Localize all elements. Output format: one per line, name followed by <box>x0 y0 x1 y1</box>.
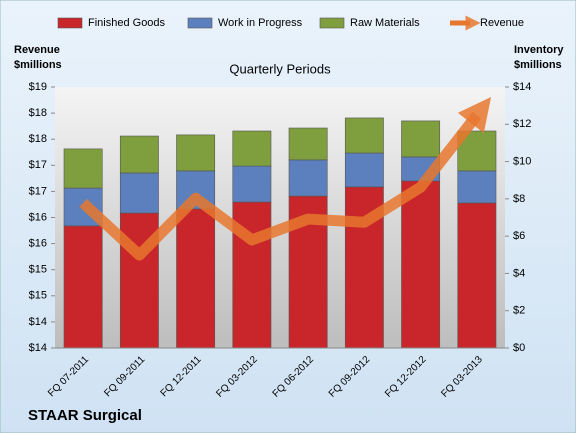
y2-tick-label: $4 <box>513 267 525 279</box>
bar <box>457 170 497 204</box>
legend-label: Raw Materials <box>350 17 420 29</box>
bar <box>119 212 159 349</box>
y2-axis-title: Inventory <box>514 44 564 56</box>
bar <box>288 159 328 197</box>
bar <box>232 130 272 167</box>
y-tick-label: $17 <box>29 185 47 197</box>
footer: STAAR Surgical <box>28 407 142 424</box>
y-tick-label: $18 <box>29 133 47 145</box>
bar <box>63 148 103 189</box>
y-axis-title: Revenue <box>14 44 60 56</box>
y2-tick-label: $0 <box>513 342 525 354</box>
y-tick-label: $18 <box>29 107 47 119</box>
y2-tick-label: $12 <box>513 118 531 130</box>
y2-tick-label: $2 <box>513 305 525 317</box>
bar <box>119 172 159 214</box>
bar <box>344 117 384 154</box>
y-tick-label: $19 <box>29 81 47 93</box>
bar <box>401 120 441 158</box>
bar <box>63 225 103 349</box>
bar <box>457 202 497 349</box>
y2-tick-label: $8 <box>513 193 525 205</box>
bar <box>288 127 328 161</box>
bar <box>119 135 159 174</box>
y-tick-label: $14 <box>29 342 47 354</box>
bar <box>176 134 216 172</box>
legend-label: Finished Goods <box>88 17 166 29</box>
line <box>79 96 492 261</box>
y-tick-label: $15 <box>29 290 47 302</box>
y-tick-label: $17 <box>29 159 47 171</box>
bar <box>232 165 272 203</box>
legend-swatch <box>319 17 345 29</box>
y2-tick-label: $10 <box>513 155 531 167</box>
bar <box>401 180 441 349</box>
y2-tick-label: $14 <box>513 81 531 93</box>
y-tick-label: $16 <box>29 238 47 250</box>
chart-title: Quarterly Periods <box>229 61 331 76</box>
y-tick-label: $16 <box>29 211 47 223</box>
y-tick-label: $15 <box>29 264 47 276</box>
legend-label: Revenue <box>480 17 524 29</box>
legend-swatch <box>57 17 83 29</box>
legend-swatch <box>187 17 213 29</box>
y-tick-label: $14 <box>29 316 47 328</box>
bar <box>344 152 384 188</box>
bar <box>176 208 216 349</box>
y2-tick-label: $6 <box>513 230 525 242</box>
legend-label: Work in Progress <box>218 17 303 29</box>
y-axis-title: $millions <box>14 59 62 71</box>
y2-axis-title: $millions <box>514 59 562 71</box>
